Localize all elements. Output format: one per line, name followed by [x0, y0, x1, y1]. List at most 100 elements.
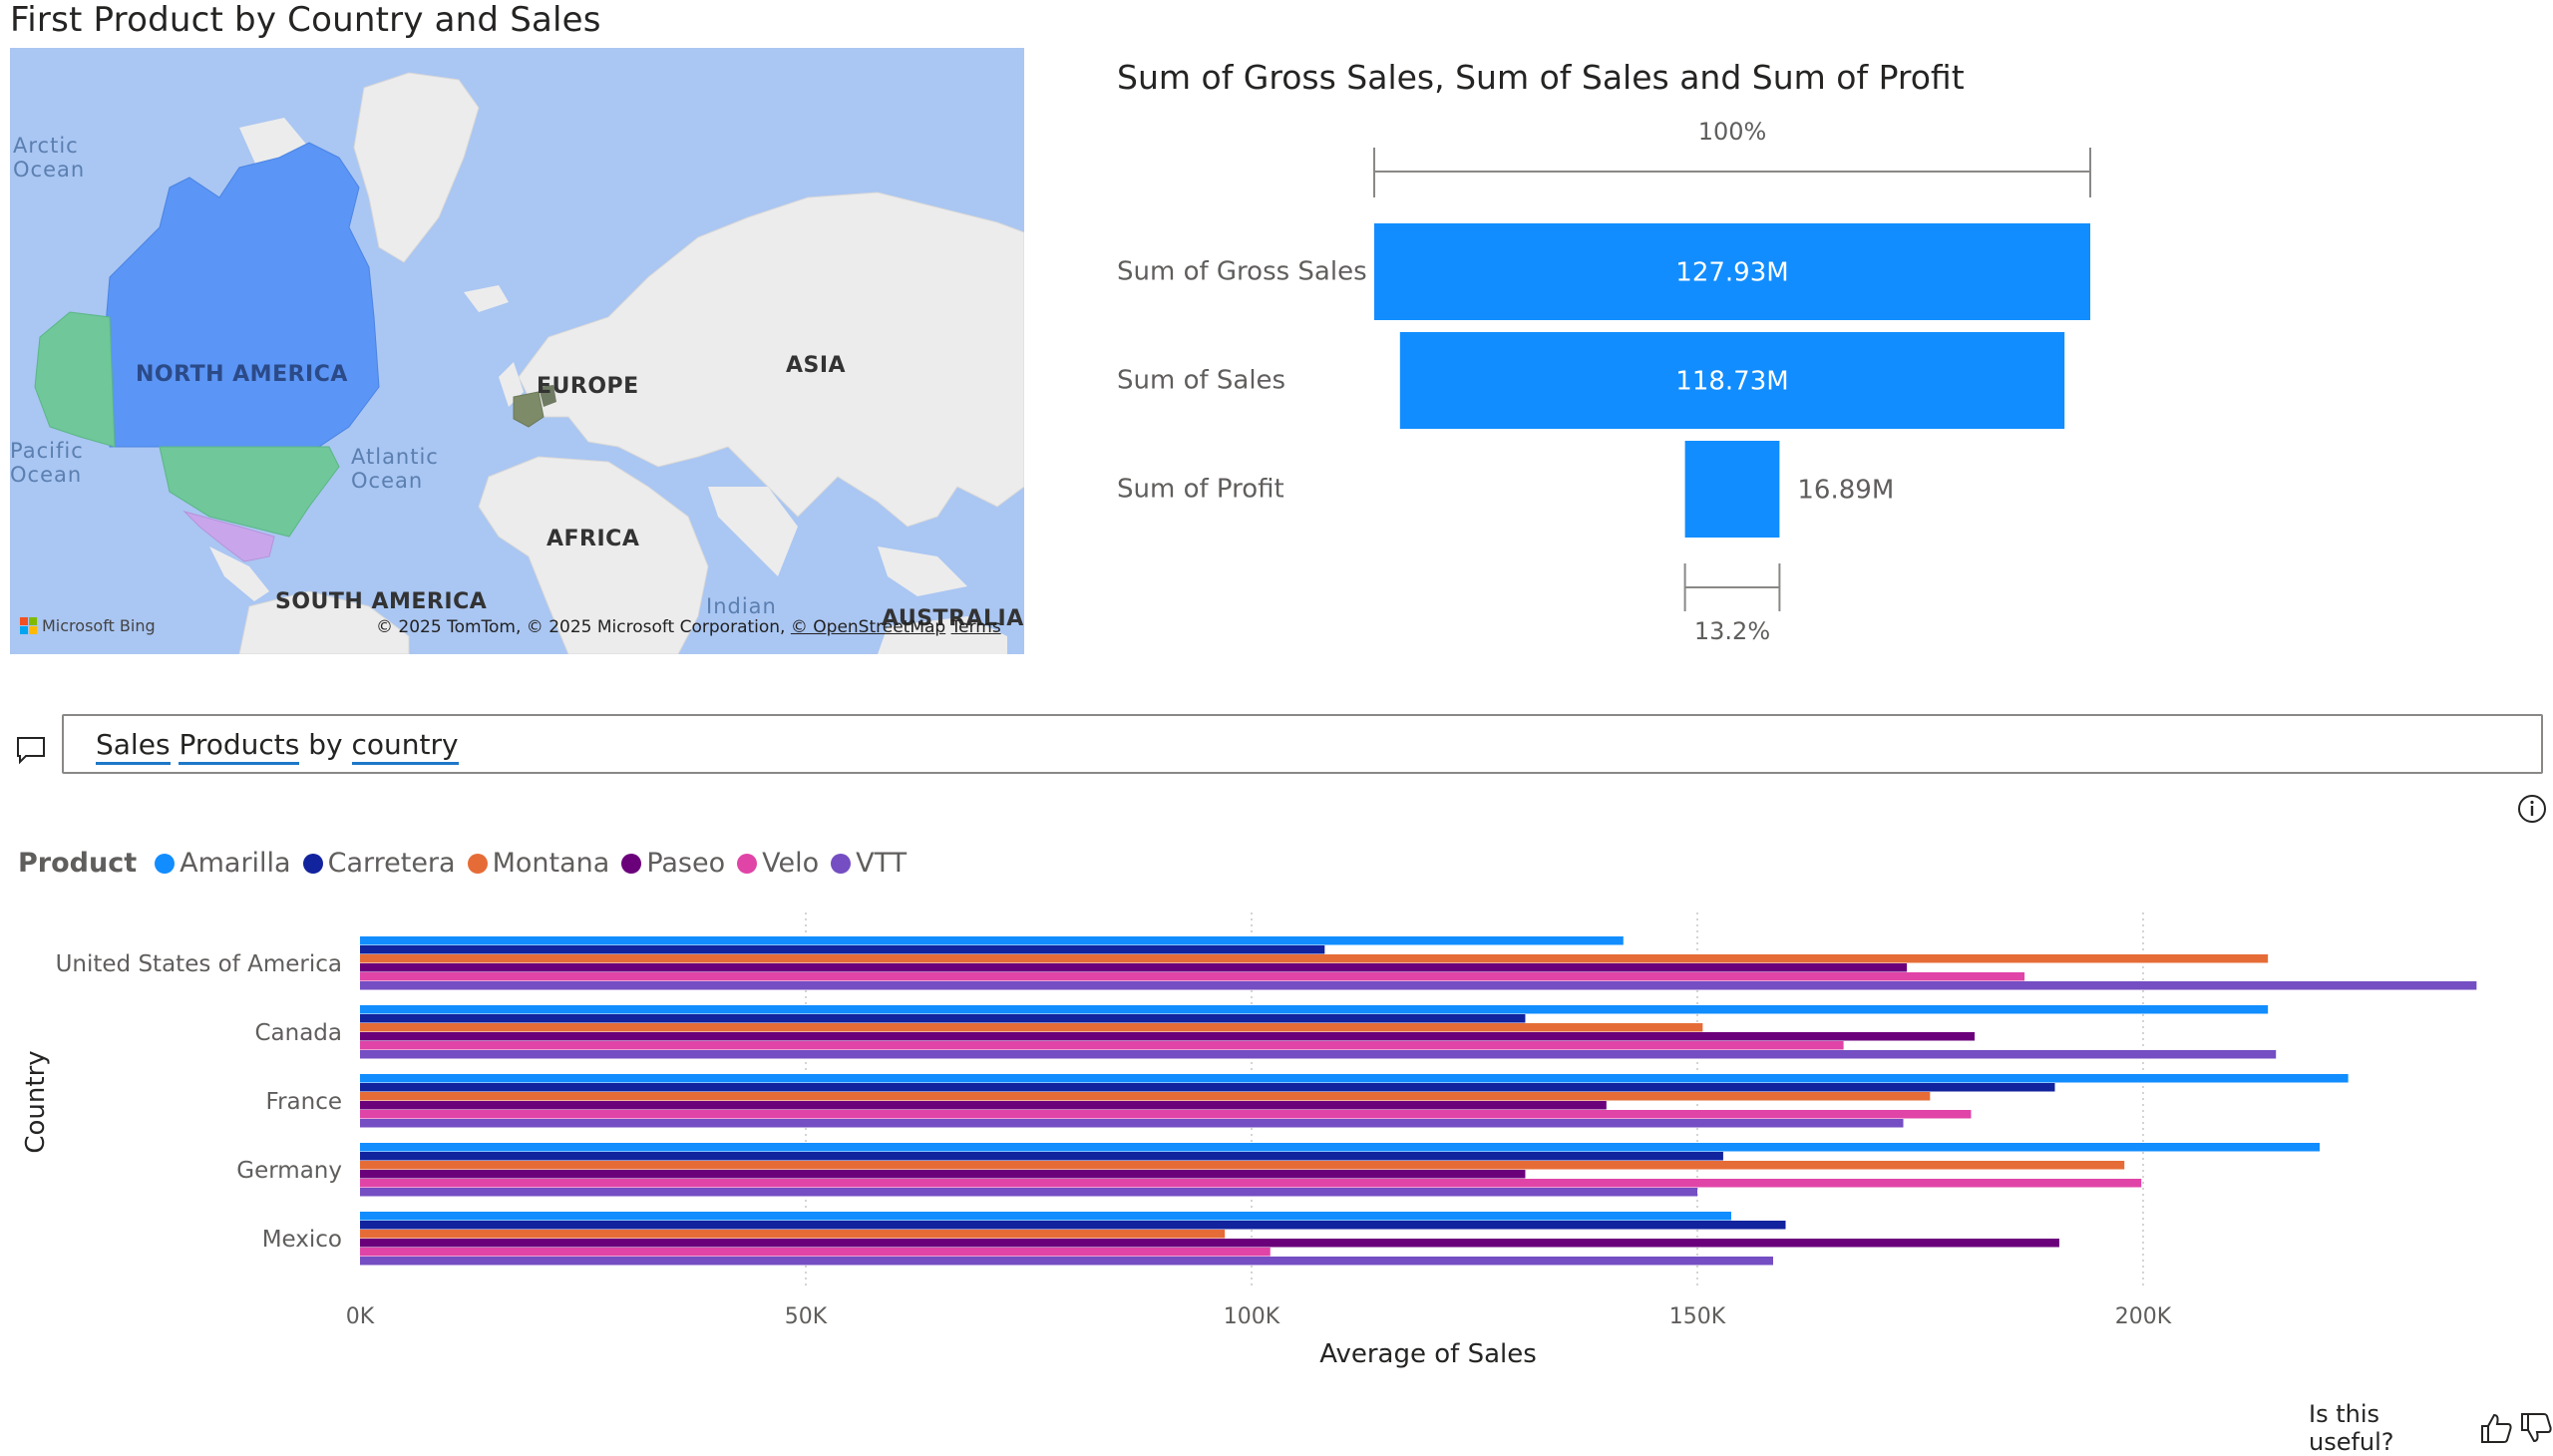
legend-dot: [155, 853, 176, 874]
land-south-america: [238, 590, 410, 654]
legend-label: Paseo: [646, 848, 726, 879]
funnel-bar: [1374, 223, 2090, 320]
openstreetmap-link[interactable]: © OpenStreetMap: [790, 617, 946, 637]
bar-vtt: [360, 1119, 1904, 1128]
legend-item-carretera[interactable]: Carretera: [302, 848, 456, 879]
microsoft-logo-icon: [20, 617, 37, 634]
bar-montana: [360, 1161, 2125, 1170]
indian-ocean-label: Indian: [706, 594, 777, 618]
bar-amarilla: [360, 1143, 2321, 1152]
useful-label: Is this useful?: [2309, 1400, 2394, 1456]
qa-word-by: by: [308, 728, 343, 761]
chart-legend[interactable]: Product Amarilla Carretera Montana Paseo Vel…: [18, 848, 918, 879]
legend-dot: [302, 853, 323, 874]
x-tick-label: 50K: [785, 1304, 828, 1329]
qa-question-input[interactable]: Sales Products by country: [62, 714, 2543, 774]
x-tick-label: 200K: [2115, 1304, 2172, 1329]
bar-amarilla: [360, 1212, 1731, 1221]
bar-amarilla: [360, 936, 1624, 945]
funnel-value-label: 127.93M: [1675, 258, 1788, 288]
legend-dot: [737, 853, 758, 874]
funnel-svg: 100% Sum of Gross Sales 127.93M Sum of Sale…: [1117, 118, 2091, 645]
africa-label: AFRICA: [547, 527, 640, 551]
microsoft-bing-logo: Microsoft Bing: [20, 616, 156, 635]
bar-carretera: [360, 945, 1325, 954]
filled-map[interactable]: Arctic Ocean Pacific Ocean Atlantic Ocea…: [10, 48, 1024, 654]
qa-word-products: Products: [179, 728, 300, 765]
land-greenland: [353, 72, 480, 263]
terms-link[interactable]: Terms: [950, 617, 1001, 637]
x-tick-label: 100K: [1224, 1304, 1280, 1329]
qa-word-country: country: [351, 728, 459, 765]
north-america-label: NORTH AMERICA: [136, 362, 348, 387]
legend-item-velo[interactable]: Velo: [737, 848, 819, 879]
funnel-category-label: Sum of Sales: [1117, 366, 1285, 396]
map-title: First Product by Country and Sales: [10, 0, 601, 40]
legend-title: Product: [18, 848, 138, 879]
bar-carretera: [360, 1083, 2055, 1092]
qa-question-text[interactable]: Sales Products by country: [96, 728, 459, 765]
funnel-bar: [1399, 332, 2065, 429]
bar-vtt: [360, 1188, 1697, 1197]
funnel-category-label: Sum of Profit: [1117, 475, 1284, 505]
map-attribution: © 2025 TomTom, © 2025 Microsoft Corporat…: [376, 617, 1001, 637]
bar-montana: [360, 954, 2269, 963]
y-category-label: Canada: [254, 1020, 342, 1046]
bar-velo: [360, 1248, 1271, 1257]
bar-velo: [360, 1041, 1844, 1050]
legend-item-montana[interactable]: Montana: [467, 848, 610, 879]
south-america-label: SOUTH AMERICA: [275, 589, 488, 614]
funnel-category-label: Sum of Gross Sales: [1117, 257, 1367, 287]
legend-dot: [831, 853, 852, 874]
legend-label: Carretera: [327, 848, 456, 879]
bar-montana: [360, 1023, 1703, 1032]
feedback-area: Is this useful?: [2309, 1400, 2553, 1456]
legend-label: Velo: [762, 848, 820, 879]
thumbs-down-icon[interactable]: [2519, 1412, 2553, 1444]
atlantic-ocean-label: Atlantic Ocean: [351, 445, 439, 493]
land-india: [708, 487, 798, 576]
bar-paseo: [360, 1032, 1976, 1041]
pacific-ocean-label: Pacific Ocean: [10, 439, 84, 487]
x-axis-title: Average of Sales: [1319, 1339, 1537, 1369]
bar-paseo: [360, 1239, 2059, 1248]
arctic-ocean-label: Arctic Ocean: [13, 134, 86, 182]
region-mexico: [182, 511, 275, 562]
land-australia: [878, 616, 1007, 654]
y-category-label: France: [266, 1089, 342, 1115]
legend-label: Montana: [492, 848, 610, 879]
clustered-bar-chart[interactable]: 0K 50K 100K 150K 200K Average of Sales Country…: [0, 893, 2553, 1391]
legend-dot: [621, 853, 642, 874]
funnel-bar: [1684, 441, 1780, 538]
bar-velo: [360, 1110, 1972, 1119]
legend-item-paseo[interactable]: Paseo: [621, 848, 725, 879]
land-iceland: [464, 285, 509, 312]
bar-amarilla: [360, 1074, 2349, 1083]
funnel-chart[interactable]: 100% Sum of Gross Sales 127.93M Sum of Sale…: [1097, 100, 2194, 658]
land-eurasia: [518, 191, 1024, 528]
funnel-value-label: 118.73M: [1675, 367, 1788, 397]
funnel-title: Sum of Gross Sales, Sum of Sales and Sum…: [1117, 58, 1965, 97]
australia-label: AUSTRALIA: [882, 606, 1024, 631]
bar-paseo: [360, 963, 1908, 972]
land-central-america: [209, 546, 269, 601]
comment-icon[interactable]: [16, 736, 46, 768]
funnel-value-label: 16.89M: [1797, 476, 1894, 506]
y-axis-title: Country: [21, 1050, 51, 1153]
land-se-asia: [878, 546, 967, 596]
bar-vtt: [360, 1257, 1773, 1266]
bar-paseo: [360, 1101, 1607, 1110]
bar-carretera: [360, 1014, 1526, 1023]
bar-vtt: [360, 981, 2477, 990]
legend-item-vtt[interactable]: VTT: [831, 848, 907, 879]
legend-item-amarilla[interactable]: Amarilla: [155, 848, 291, 879]
region-france: [513, 391, 545, 428]
region-alaska: [34, 311, 116, 448]
thumbs-up-icon[interactable]: [2479, 1412, 2513, 1444]
legend-items[interactable]: Amarilla Carretera Montana Paseo Velo VTT: [155, 848, 918, 879]
qa-word-sales: Sales: [96, 728, 171, 765]
map-canvas[interactable]: [10, 48, 1024, 654]
info-icon[interactable]: [2517, 794, 2547, 828]
bar-velo: [360, 1179, 2142, 1188]
bar-carretera: [360, 1152, 1723, 1161]
